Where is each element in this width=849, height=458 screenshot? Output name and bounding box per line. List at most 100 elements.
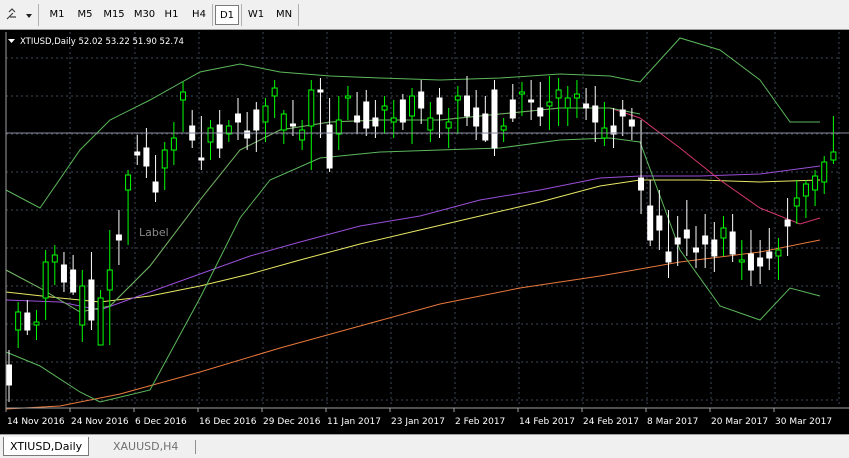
candle: [253, 102, 260, 152]
candle: [70, 255, 77, 295]
candle: [720, 216, 727, 256]
x-axis-tick-label: 11 Jan 2017: [327, 417, 381, 427]
toolbar: M1 M5 M15 M30 H1 H4 D1 W1 MN: [0, 0, 849, 30]
tab-xtiusd-daily[interactable]: XTIUSD,Daily: [3, 437, 90, 456]
candle: [97, 290, 104, 346]
x-axis-tick-label: 24 Feb 2017: [583, 417, 639, 427]
candle: [784, 198, 791, 256]
chart-label-object[interactable]: Label: [139, 226, 169, 239]
candle: [665, 210, 672, 278]
candle: [647, 180, 654, 246]
timeframe-button-d1[interactable]: D1: [215, 5, 239, 25]
candle: [390, 100, 397, 138]
candle: [436, 88, 443, 138]
dropdown-triangle-icon[interactable]: [8, 39, 15, 43]
timeframe-button-w1[interactable]: W1: [247, 9, 265, 20]
candle: [372, 100, 379, 138]
x-axis-tick-label: 2 Feb 2017: [455, 417, 505, 427]
candle: [821, 156, 828, 194]
candle: [473, 90, 480, 140]
candle: [170, 122, 177, 165]
timeframe-button-m1[interactable]: M1: [49, 9, 65, 20]
candle: [280, 110, 287, 144]
candle: [427, 102, 434, 142]
toolbar-separator: [212, 4, 213, 26]
x-axis-tick-label: 29 Dec 2016: [263, 417, 321, 427]
timeframe-button-mn[interactable]: MN: [275, 9, 293, 20]
candle: [757, 240, 764, 284]
candle: [189, 110, 196, 148]
candle: [106, 230, 113, 345]
price-chart[interactable]: XTIUSD,Daily 52.02 53.22 51.90 52.74 Lab…: [0, 30, 849, 434]
ma-yellow-line: [5, 179, 821, 303]
candle: [198, 116, 205, 170]
chart-header-text: XTIUSD,Daily 52.02 53.22 51.90 52.74: [20, 37, 184, 47]
candle: [6, 350, 12, 402]
candle: [619, 100, 626, 136]
candle: [518, 82, 525, 116]
candle: [33, 310, 40, 340]
candle: [482, 96, 489, 142]
timeframe-button-m15[interactable]: M15: [103, 9, 125, 20]
candle: [702, 214, 709, 268]
candle: [88, 252, 95, 330]
timeframe-button-h4[interactable]: H4: [192, 9, 206, 20]
candle: [207, 120, 214, 160]
timeframe-button-m30[interactable]: M30: [133, 9, 156, 20]
x-axis-tick-label: 6 Dec 2016: [135, 417, 187, 427]
candle: [308, 80, 315, 170]
timeframe-button-m5[interactable]: M5: [77, 9, 93, 20]
tab-separator: [195, 440, 196, 454]
ma-orange-line: [5, 239, 821, 410]
candle: [161, 142, 168, 190]
candle: [830, 116, 837, 164]
candle: [289, 100, 296, 136]
x-axis-tick-label: 20 Mar 2017: [711, 417, 768, 427]
candle: [363, 90, 370, 136]
candle: [354, 92, 361, 134]
candle: [180, 82, 187, 132]
candle: [546, 76, 553, 130]
tab-xauusd-h4[interactable]: XAUUSD,H4: [113, 440, 179, 453]
candle: [271, 80, 278, 118]
candle: [793, 180, 800, 224]
candle: [409, 88, 416, 144]
candle: [583, 88, 590, 120]
candle: [335, 96, 342, 150]
toolbar-separator: [298, 4, 299, 26]
timeframe-button-h1[interactable]: H1: [164, 9, 179, 20]
candle: [344, 86, 351, 120]
candle: [454, 86, 461, 134]
candle: [711, 222, 718, 272]
candle: [125, 170, 132, 245]
candle: [528, 80, 535, 120]
candle: [555, 78, 562, 126]
x-axis-tick-label: 16 Dec 2016: [199, 417, 257, 427]
ma-violet-line: [5, 165, 821, 311]
bollinger-lower-line: [5, 137, 821, 403]
candlestick-chart-svg: XTIUSD,Daily 52.02 53.22 51.90 52.74 Lab…: [5, 32, 849, 427]
bollinger-upper-line: [5, 37, 820, 209]
candle: [683, 200, 690, 256]
candle: [317, 78, 324, 138]
candle: [693, 226, 699, 268]
candle: [326, 98, 333, 172]
candle: [812, 170, 819, 206]
cursor-line-tools-icon[interactable]: [4, 7, 34, 23]
candle: [134, 135, 141, 165]
candle: [445, 108, 452, 148]
candle: [674, 216, 681, 266]
candle: [610, 108, 617, 148]
candle: [51, 245, 58, 285]
candle: [262, 98, 269, 142]
candle: [24, 300, 31, 335]
candle: [729, 214, 736, 262]
candle: [573, 80, 580, 118]
x-axis-tick-label: 23 Jan 2017: [391, 417, 445, 427]
x-axis-tick-label: 30 Mar 2017: [775, 417, 832, 427]
candle: [418, 80, 425, 124]
candle: [225, 120, 232, 142]
candle: [601, 102, 608, 146]
candle: [537, 82, 544, 126]
candle: [747, 230, 754, 286]
